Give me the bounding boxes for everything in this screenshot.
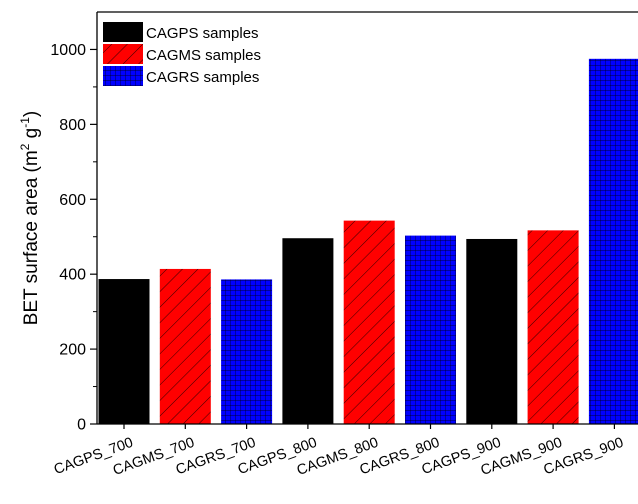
y-tick-label: 0 — [77, 417, 86, 434]
legend: CAGPS samples CAGMS samples CAGRS sample… — [103, 22, 261, 86]
y-tick-label: 1000 — [50, 42, 86, 59]
bar-cagms-700 — [159, 268, 211, 424]
bar-cagms-900 — [527, 230, 579, 424]
bar-cagrs-800 — [405, 235, 456, 424]
x-labels-group: CAGPS_700CAGMS_700CAGRS_700CAGPS_800CAGM… — [52, 435, 626, 479]
bar-cagrs-700 — [221, 279, 273, 424]
y-ticks-group: 0 200 400 600 800 1000 — [50, 42, 97, 434]
legend-label-cagps: CAGPS samples — [146, 25, 259, 42]
legend-label-cagms: CAGMS samples — [146, 47, 261, 64]
bar-cagps-900 — [466, 238, 518, 424]
axes-group — [96, 11, 638, 429]
y-tick-label: 400 — [59, 267, 86, 284]
y-axis-title: BET surface area (m2 g-1) — [18, 111, 42, 325]
legend-swatch-cagrs — [103, 66, 143, 86]
bar-cagrs-900 — [588, 58, 638, 425]
bar-cagps-700 — [98, 279, 150, 424]
bar-cagps-800 — [282, 238, 334, 424]
legend-label-cagrs: CAGRS samples — [146, 69, 259, 86]
y-tick-label: 600 — [59, 192, 86, 209]
bars-group — [98, 58, 638, 425]
legend-swatch-cagms — [103, 44, 143, 64]
legend-swatch-cagps — [103, 22, 143, 42]
y-tick-label: 800 — [59, 117, 86, 134]
bar-cagms-800 — [343, 220, 395, 424]
y-tick-label: 200 — [59, 342, 86, 359]
